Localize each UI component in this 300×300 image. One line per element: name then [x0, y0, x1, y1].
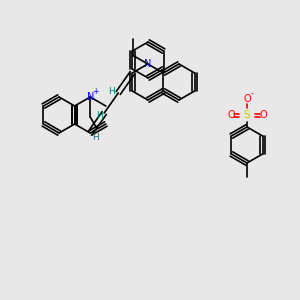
Text: -: - — [250, 89, 254, 98]
Text: O: O — [243, 94, 251, 104]
Text: O: O — [227, 110, 235, 120]
Text: O: O — [259, 110, 267, 120]
Text: H: H — [92, 134, 99, 142]
Text: N: N — [86, 92, 94, 102]
Text: N: N — [144, 59, 152, 69]
Text: H: H — [96, 110, 103, 119]
Text: H: H — [108, 86, 115, 95]
Text: S: S — [244, 110, 250, 120]
Text: +: + — [92, 88, 98, 97]
